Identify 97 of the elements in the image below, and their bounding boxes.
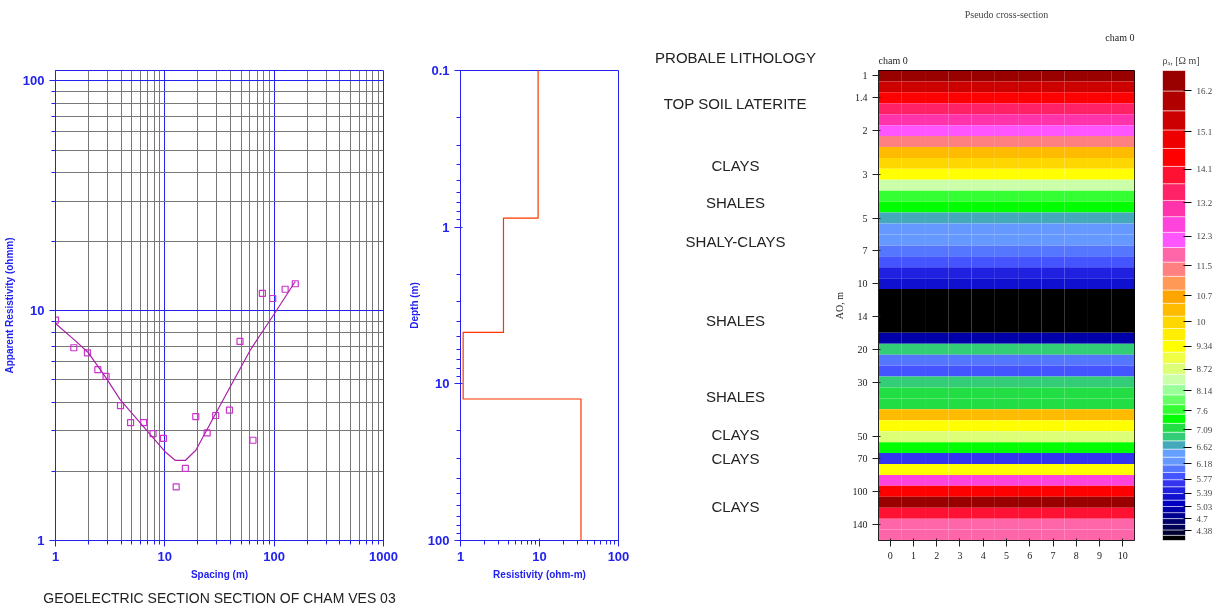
color-bar-label: 8.14 (1196, 385, 1213, 396)
x-tick-label: 1000 (369, 548, 398, 564)
x-tick-label: 2 (934, 549, 940, 561)
y-axis-title: AO, m (833, 291, 845, 320)
y-tick-label: 30 (857, 376, 868, 388)
chart-title: Pseudo cross-section (964, 8, 1049, 20)
text: CLAYS (711, 157, 760, 175)
x-tick-label: 10 (532, 548, 547, 564)
y-tick-label: 100 (427, 533, 450, 548)
point (258, 289, 266, 297)
x-tick-label: 10 (157, 548, 173, 564)
y-tick-label: 2 (862, 125, 868, 137)
y-tick-label: 0.1 (431, 63, 450, 78)
point (126, 418, 135, 427)
point (181, 464, 189, 472)
color-bar-label: 4.38 (1196, 525, 1213, 536)
color-bar-label: 10 (1196, 316, 1206, 327)
point (236, 337, 244, 346)
x-tick-label: 8 (1073, 549, 1079, 561)
color-bar-label: 14.1 (1196, 164, 1213, 175)
color-bar-label: 7.6 (1196, 406, 1209, 416)
y-tick-label: 10 (435, 376, 450, 392)
text: cham 0 (878, 54, 908, 66)
color-bar-label: 8.72 (1196, 364, 1213, 375)
text: CLAYS (711, 498, 760, 516)
x-tick-label: 3 (957, 549, 963, 561)
point (203, 429, 211, 437)
y-tick-label: 1 (862, 70, 868, 82)
y-tick-label: 50 (857, 431, 868, 443)
x-tick-label: 5 (1004, 549, 1009, 561)
text: SHALES (705, 194, 766, 212)
x-tick-label: 1 (51, 548, 60, 564)
color-bar-label: 5.77 (1196, 474, 1213, 485)
y-tick-label: 20 (857, 343, 868, 355)
y-tick-label: 100 (22, 73, 45, 89)
point (70, 344, 78, 352)
text: CLAYS (711, 450, 760, 468)
color-bar-label: 11.5 (1196, 260, 1213, 271)
y-tick-label: 1 (442, 219, 450, 235)
y-axis-title: Depth (m) (408, 282, 420, 329)
y-axis-title: Apparent Resistivity (ohmm) (3, 237, 15, 374)
y-tick-label: 140 (852, 518, 868, 530)
color-bar-label: 7.09 (1196, 424, 1213, 435)
color-bar-label: 12.3 (1196, 231, 1213, 242)
text: SHALES (705, 312, 766, 330)
x-tick-label: 0 (887, 549, 893, 561)
text: SHALY-CLAYS (685, 232, 786, 250)
point (149, 429, 157, 438)
x-tick-label: 10 (1117, 549, 1128, 561)
point (269, 294, 277, 303)
color-bar-label: 15.1 (1196, 126, 1213, 137)
color-bar-label: 6.62 (1196, 442, 1213, 453)
x-axis-title: Spacing (m) (190, 568, 249, 580)
point (94, 366, 102, 374)
color-bar-label: 10.7 (1196, 290, 1213, 301)
text: TOP SOIL LATERITE (663, 94, 807, 112)
y-tick-label: 1.4 (855, 92, 868, 104)
text: PROBALE LITHOLOGY (655, 48, 816, 66)
point (225, 406, 234, 414)
y-tick-label: 10 (857, 278, 868, 290)
color-bar-label: 9.34 (1196, 341, 1213, 352)
point (172, 483, 180, 491)
point (291, 280, 299, 288)
text: CLAYS (711, 425, 760, 443)
y-tick-label: 7 (862, 245, 868, 257)
point (83, 349, 92, 357)
x-tick-label: 1 (910, 549, 916, 561)
x-tick-label: 100 (607, 548, 630, 564)
color-bar-label: 6.18 (1196, 458, 1213, 469)
y-tick-label: 10 (30, 303, 45, 319)
y-tick-label: 100 (852, 485, 868, 497)
y-tick-label: 1 (37, 533, 45, 548)
point (249, 436, 257, 444)
y-tick-label: 3 (862, 168, 868, 180)
point (281, 285, 289, 293)
point (192, 413, 200, 421)
point (159, 434, 167, 443)
x-tick-label: 7 (1050, 549, 1056, 561)
point (116, 402, 125, 410)
y-tick-label: 70 (857, 453, 868, 465)
color-bar-label: 16.2 (1196, 85, 1213, 96)
y-tick-label: 5 (862, 212, 868, 224)
color-bar-label: 13.2 (1196, 197, 1213, 208)
x-tick-label: 9 (1097, 549, 1103, 561)
text: cham 0 (1105, 31, 1135, 43)
x-axis-title: Resistivity (ohm-m) (493, 568, 586, 580)
color-bar-label: 5.39 (1196, 488, 1213, 499)
x-tick-label: 4 (980, 549, 986, 561)
y-tick-label: 14 (857, 310, 868, 322)
color-bar-label: 4.7 (1196, 513, 1209, 524)
x-tick-label: 100 (263, 548, 286, 564)
color-bar-label: 5.03 (1196, 501, 1213, 512)
x-tick-label: 1 (456, 548, 465, 564)
color-bar-title: ρₐ, [Ω m] (1162, 54, 1200, 66)
text: SHALES (705, 387, 766, 405)
x-tick-label: 6 (1027, 549, 1033, 561)
text: GEOELECTRIC SECTION SECTION OF CHAM VES 03 (43, 589, 396, 606)
